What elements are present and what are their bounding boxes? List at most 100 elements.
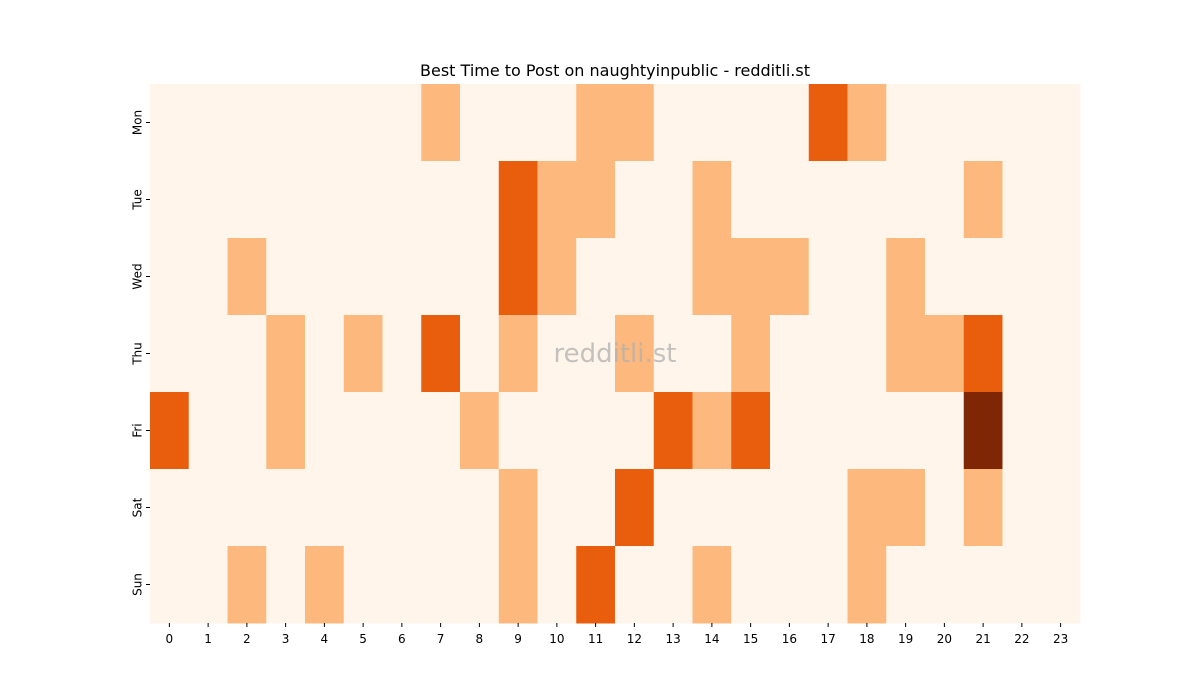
y-tick-label: Thu — [131, 342, 145, 366]
heatmap-cell-wed-18 — [847, 238, 887, 316]
heatmap-cell-tue-0 — [150, 161, 190, 239]
heatmap-cell-sat-12 — [615, 469, 655, 547]
heatmap-cell-sat-4 — [305, 469, 345, 547]
heatmap-cell-sat-5 — [343, 469, 383, 547]
heatmap-cell-thu-23 — [1041, 315, 1081, 393]
x-tick-label: 6 — [398, 632, 406, 646]
heatmap-cell-fri-21 — [963, 392, 1003, 470]
heatmap-cell-sat-15 — [731, 469, 771, 547]
heatmap-cell-fri-23 — [1041, 392, 1081, 470]
heatmap-cell-sat-17 — [808, 469, 848, 547]
heatmap-cell-sun-4 — [305, 546, 345, 624]
heatmap-cell-mon-11 — [576, 84, 616, 162]
heatmap-cell-wed-16 — [770, 238, 810, 316]
heatmap-cell-mon-23 — [1041, 84, 1081, 162]
heatmap-cell-mon-12 — [615, 84, 655, 162]
y-axis-ticks: Mon Tue Wed Thu Fri Sat Sun — [131, 110, 150, 596]
heatmap-cell-thu-21 — [963, 315, 1003, 393]
heatmap-cell-sat-10 — [537, 469, 577, 547]
heatmap-cell-sat-3 — [266, 469, 306, 547]
heatmap-cell-wed-7 — [421, 238, 461, 316]
heatmap-cell-mon-19 — [886, 84, 926, 162]
heatmap-cell-sat-6 — [382, 469, 422, 547]
heatmap-cell-fri-7 — [421, 392, 461, 470]
heatmap-cell-wed-3 — [266, 238, 306, 316]
heatmap-cell-thu-20 — [925, 315, 965, 393]
heatmap-cell-thu-8 — [460, 315, 500, 393]
y-tick-label: Sat — [131, 497, 145, 517]
heatmap-cell-tue-21 — [963, 161, 1003, 239]
heatmap-cell-sat-9 — [498, 469, 538, 547]
heatmap-cell-mon-17 — [808, 84, 848, 162]
heatmap-cell-fri-5 — [343, 392, 383, 470]
heatmap-cell-sat-18 — [847, 469, 887, 547]
heatmap-cell-sat-21 — [963, 469, 1003, 547]
x-tick-label: 7 — [437, 632, 445, 646]
heatmap-cell-wed-19 — [886, 238, 926, 316]
heatmap-cell-thu-15 — [731, 315, 771, 393]
heatmap-cell-wed-17 — [808, 238, 848, 316]
heatmap-cell-mon-3 — [266, 84, 306, 162]
heatmap-cell-sat-0 — [150, 469, 190, 547]
heatmap-cells — [150, 84, 1081, 624]
heatmap-cell-sat-8 — [460, 469, 500, 547]
x-tick-label: 4 — [321, 632, 329, 646]
x-tick-label: 20 — [937, 632, 952, 646]
chart-title: Best Time to Post on naughtyinpublic - r… — [420, 61, 810, 80]
heatmap-cell-mon-9 — [498, 84, 538, 162]
y-tick-label: Sun — [131, 573, 145, 596]
heatmap-cell-thu-14 — [692, 315, 732, 393]
heatmap-cell-sat-1 — [188, 469, 228, 547]
heatmap-cell-sun-11 — [576, 546, 616, 624]
heatmap-cell-mon-1 — [188, 84, 228, 162]
heatmap-cell-wed-15 — [731, 238, 771, 316]
watermark: redditli.st — [554, 339, 677, 369]
y-tick-label: Wed — [131, 263, 145, 289]
heatmap-cell-tue-5 — [343, 161, 383, 239]
heatmap-cell-tue-6 — [382, 161, 422, 239]
heatmap-cell-wed-11 — [576, 238, 616, 316]
heatmap-cell-fri-10 — [537, 392, 577, 470]
heatmap-cell-fri-22 — [1002, 392, 1042, 470]
heatmap-cell-fri-2 — [227, 392, 267, 470]
heatmap-cell-wed-9 — [498, 238, 538, 316]
heatmap-cell-sun-17 — [808, 546, 848, 624]
y-tick-label: Tue — [131, 189, 145, 211]
heatmap-cell-tue-20 — [925, 161, 965, 239]
heatmap-cell-mon-4 — [305, 84, 345, 162]
heatmap-cell-sat-7 — [421, 469, 461, 547]
heatmap-cell-fri-11 — [576, 392, 616, 470]
heatmap-cell-sat-13 — [653, 469, 693, 547]
heatmap-cell-mon-13 — [653, 84, 693, 162]
heatmap-cell-wed-22 — [1002, 238, 1042, 316]
heatmap-cell-sun-23 — [1041, 546, 1081, 624]
heatmap-cell-thu-12 — [615, 315, 655, 393]
heatmap-cell-tue-8 — [460, 161, 500, 239]
heatmap-cell-thu-13 — [653, 315, 693, 393]
x-tick-label: 8 — [476, 632, 484, 646]
heatmap-cell-wed-6 — [382, 238, 422, 316]
heatmap-cell-sun-20 — [925, 546, 965, 624]
heatmap-cell-sun-5 — [343, 546, 383, 624]
heatmap-cell-mon-20 — [925, 84, 965, 162]
x-tick-label: 12 — [627, 632, 642, 646]
heatmap-cell-sat-2 — [227, 469, 267, 547]
heatmap-cell-wed-23 — [1041, 238, 1081, 316]
heatmap-cell-tue-12 — [615, 161, 655, 239]
heatmap-cell-thu-5 — [343, 315, 383, 393]
heatmap-cell-sun-9 — [498, 546, 538, 624]
heatmap-cell-sun-21 — [963, 546, 1003, 624]
x-tick-label: 1 — [204, 632, 212, 646]
heatmap-cell-tue-11 — [576, 161, 616, 239]
heatmap-cell-sun-15 — [731, 546, 771, 624]
heatmap-cell-fri-0 — [150, 392, 190, 470]
heatmap-cell-fri-9 — [498, 392, 538, 470]
heatmap-cell-fri-18 — [847, 392, 887, 470]
heatmap-cell-thu-16 — [770, 315, 810, 393]
heatmap-cell-thu-3 — [266, 315, 306, 393]
heatmap-cell-wed-8 — [460, 238, 500, 316]
heatmap-cell-thu-7 — [421, 315, 461, 393]
heatmap-cell-mon-8 — [460, 84, 500, 162]
heatmap-cell-sun-22 — [1002, 546, 1042, 624]
